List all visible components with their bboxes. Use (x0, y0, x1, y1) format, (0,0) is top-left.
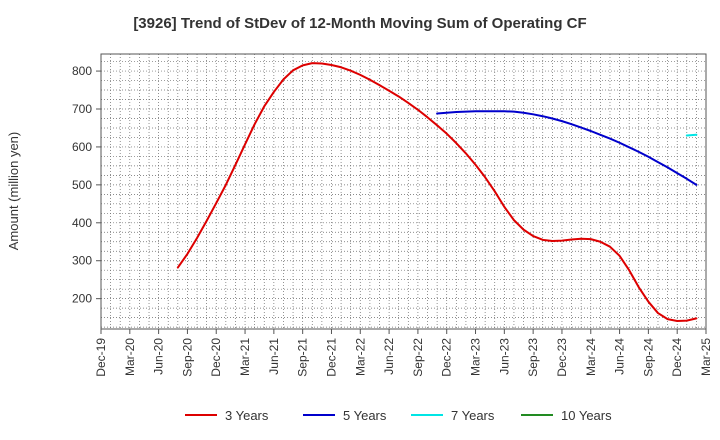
x-tick-label: Dec-24 (670, 338, 684, 377)
x-tick-label: Jun-23 (497, 338, 511, 375)
x-axis: Dec-19 Mar-20 Jun-20 Sep-20 Dec-20 Mar-21 Jun-… (94, 329, 713, 377)
x-tick-label: Dec-21 (324, 338, 338, 377)
x-tick-label: Jun-20 (152, 338, 166, 375)
x-tick-label: Sep-23 (526, 338, 540, 377)
y-tick-label: 800 (72, 64, 92, 78)
plot-frame (100, 53, 707, 330)
x-tick-label: Mar-22 (353, 338, 367, 376)
y-tick-label: 200 (72, 292, 92, 306)
x-tick-label: Mar-25 (699, 338, 713, 376)
y-tick-label: 300 (72, 254, 92, 268)
x-tick-label: Dec-22 (440, 338, 454, 377)
x-tick-label: Mar-23 (469, 338, 483, 376)
legend: 3 Years 5 Years 7 Years 10 Years (185, 408, 612, 423)
x-tick-label: Sep-24 (641, 338, 655, 377)
legend-label-3-years: 3 Years (225, 408, 269, 423)
x-tick-label: Dec-20 (209, 338, 223, 377)
y-axis: 200 300 400 500 600 700 800 (72, 64, 101, 306)
y-tick-label: 400 (72, 216, 92, 230)
y-tick-label: 500 (72, 178, 92, 192)
x-tick-label: Mar-24 (584, 338, 598, 376)
legend-label-7-years: 7 Years (451, 408, 495, 423)
y-tick-label: 600 (72, 140, 92, 154)
x-tick-label: Sep-22 (411, 338, 425, 377)
legend-label-10-years: 10 Years (561, 408, 612, 423)
x-tick-label: Sep-20 (180, 338, 194, 377)
series-line-5-years (436, 110, 698, 186)
x-tick-label: Dec-23 (555, 338, 569, 377)
series-line-7-years (685, 133, 698, 137)
x-tick-label: Jun-22 (382, 338, 396, 375)
y-tick-label: 700 (72, 102, 92, 116)
x-tick-label: Sep-21 (296, 338, 310, 377)
x-tick-label: Mar-20 (123, 338, 137, 376)
x-tick-label: Jun-24 (613, 338, 627, 375)
chart-title: [3926] Trend of StDev of 12-Month Moving… (133, 15, 586, 32)
x-tick-label: Dec-19 (94, 338, 108, 377)
series-line-3-years (176, 62, 698, 323)
grid (100, 54, 707, 329)
y-axis-title: Amount (million yen) (6, 132, 21, 251)
series-layer (176, 62, 698, 323)
x-tick-label: Mar-21 (238, 338, 252, 376)
legend-label-5-years: 5 Years (343, 408, 387, 423)
x-tick-label: Jun-21 (267, 338, 281, 375)
